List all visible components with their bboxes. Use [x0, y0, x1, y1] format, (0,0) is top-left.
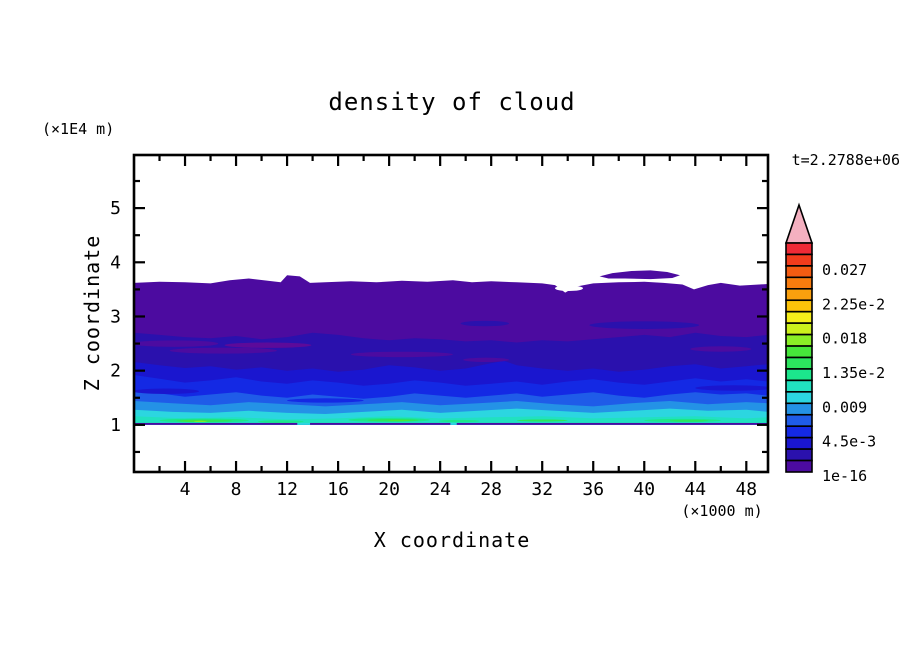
colorbar-cell — [785, 391, 813, 405]
colorbar-tick-label: 1.35e-2 — [822, 364, 885, 382]
colorbar-cell — [785, 333, 813, 347]
contour-lens — [690, 346, 752, 352]
colorbar-cell — [785, 448, 813, 462]
x-tick-label: 8 — [231, 479, 242, 500]
colorbar-cell — [785, 265, 813, 279]
x-tick-label: 16 — [327, 479, 349, 500]
x-tick-label: 12 — [276, 479, 298, 500]
colorbar-overflow-arrow — [784, 202, 814, 244]
colorbar-cell — [785, 345, 813, 359]
colorbar-cell — [785, 368, 813, 382]
contour-field — [134, 270, 768, 425]
cloud-base-strip — [310, 422, 451, 425]
colorbar-cell — [785, 413, 813, 427]
contour-lens — [669, 419, 709, 422]
cloud-base-strip — [134, 422, 298, 425]
colorbar-cell — [785, 356, 813, 370]
colorbar-tick-label: 4.5e-3 — [822, 433, 876, 451]
colorbar-cell — [785, 402, 813, 416]
x-tick-label: 36 — [582, 479, 604, 500]
colorbar-cell — [785, 299, 813, 313]
colorbar-cell — [785, 459, 813, 473]
x-axis-unit-label: (×1000 m) — [681, 502, 763, 520]
colorbar-tick-label: 0.009 — [822, 398, 867, 416]
chart-title: density of cloud — [328, 88, 576, 116]
contour-lens — [134, 340, 219, 347]
x-axis-title: X coordinate — [373, 528, 531, 552]
contour-lens — [350, 351, 453, 358]
colorbar-cell — [785, 425, 813, 439]
x-tick-label: 48 — [735, 479, 757, 500]
contour-lens — [554, 285, 584, 292]
colorbar-tick-label: 0.027 — [822, 261, 867, 279]
contour-lens — [589, 321, 700, 329]
contour-lens — [387, 419, 411, 422]
cloud-base-strip — [456, 422, 768, 425]
y-tick-label: 4 — [110, 252, 121, 273]
contour-lens — [463, 357, 510, 362]
contour-lens — [695, 385, 768, 391]
x-tick-label: 20 — [378, 479, 400, 500]
contour-lens — [516, 419, 568, 422]
colorbar-cell — [785, 436, 813, 450]
contour-lens — [224, 342, 312, 348]
colorbar-cell — [785, 276, 813, 290]
x-tick-label: 32 — [531, 479, 553, 500]
colorbar-cell — [785, 253, 813, 267]
colorbar-tick-label: 1e-16 — [822, 467, 867, 485]
x-tick-label: 24 — [429, 479, 451, 500]
colorbar-cell — [785, 310, 813, 324]
x-tick-label: 28 — [480, 479, 502, 500]
colorbar-cell — [785, 287, 813, 302]
y-tick-label: 1 — [110, 415, 121, 436]
colorbar-cell — [785, 242, 813, 256]
colorbar-cell — [785, 322, 813, 336]
colorbar-cell — [785, 379, 813, 393]
contour-lens — [438, 419, 480, 423]
x-tick-label: 44 — [684, 479, 706, 500]
contour-lens — [169, 347, 277, 354]
contour-lens — [460, 320, 510, 327]
colorbar-tick-label: 2.25e-2 — [822, 295, 885, 313]
contour-blob — [599, 270, 680, 280]
x-tick-label: 40 — [633, 479, 655, 500]
contour-lens — [134, 388, 200, 394]
colorbar-tick-label: 0.018 — [822, 330, 867, 348]
plot-border — [132, 153, 770, 474]
y-tick-label: 3 — [110, 306, 121, 327]
y-tick-label: 5 — [110, 198, 121, 219]
contour-lens — [287, 398, 364, 403]
contour-lens — [257, 420, 304, 423]
time-annotation: t=2.2788e+06 — [791, 151, 900, 169]
contour-lens — [193, 420, 207, 422]
y-axis-unit-label: (×1E4 m) — [42, 120, 115, 138]
y-tick-label: 2 — [110, 361, 121, 382]
x-tick-label: 4 — [180, 479, 191, 500]
